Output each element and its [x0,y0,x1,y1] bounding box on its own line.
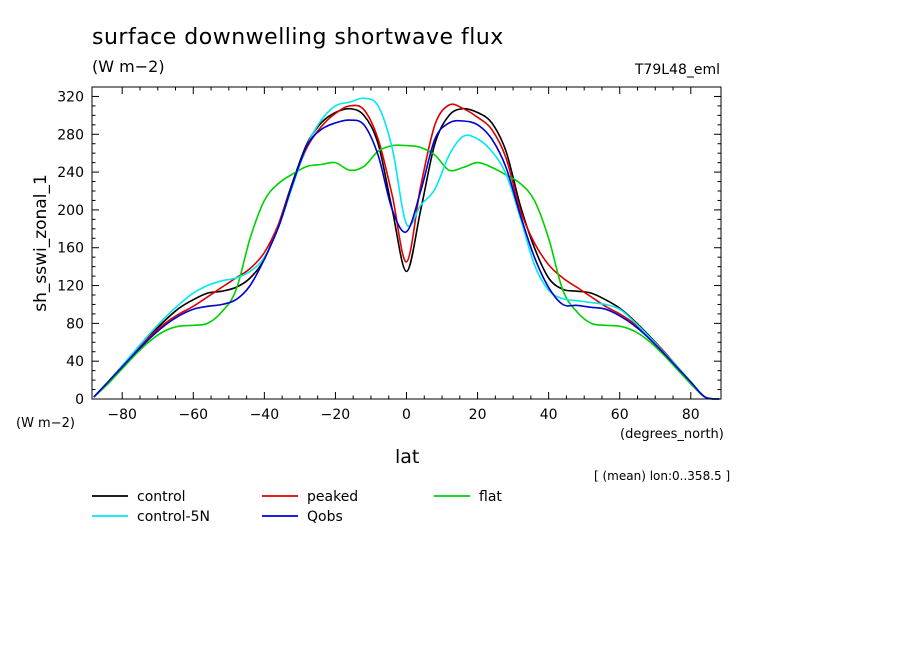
series-line-qobs [93,119,720,400]
y-tick-label: 280 [57,127,84,143]
plot-border [91,86,722,400]
series-line-peaked [93,103,720,400]
legend-label-flat: flat [479,489,502,505]
legend-label-peaked: peaked [307,489,358,505]
y-tick-label: 120 [57,279,84,295]
chart-title: surface downwelling shortwave flux [92,25,504,50]
legend-label-qobs: Qobs [307,509,343,525]
x-tick-label: −60 [179,407,209,423]
run-id: T79L48_eml [634,62,720,78]
y-tick-label: 80 [66,316,84,332]
series-line-control-5n [93,97,720,400]
legend-label-control: control [137,489,186,505]
axis-ticks [92,86,721,400]
y-tick-label: 40 [66,354,84,370]
x-tick-label: 0 [402,407,411,423]
series-line-flat [93,144,720,400]
x-tick-label: 20 [469,407,487,423]
y-axis-units: (W m−2) [16,416,75,431]
x-tick-label: −40 [250,407,280,423]
y-tick-label: 200 [57,203,84,219]
averaging-note: [ (mean) lon:0..358.5 ] [594,469,731,483]
series-lines [93,97,720,400]
legend-label-control-5n: control-5N [137,509,210,525]
tick-labels: −80 −60 −40 −20 0 20 40 60 80 0 40 80 120 160 200 240 28… [57,89,699,423]
y-tick-label: 320 [57,89,84,105]
x-tick-label: −20 [321,407,351,423]
y-tick-label: 160 [57,241,84,257]
x-tick-label: 80 [682,407,700,423]
y-tick-label: 240 [57,165,84,181]
x-tick-label: 40 [540,407,558,423]
y-tick-label: 0 [75,392,84,408]
x-tick-label: 60 [611,407,629,423]
x-axis-units: (degrees_north) [620,427,724,442]
x-tick-label: −80 [107,407,137,423]
chart-units: (W m−2) [92,57,165,76]
legend: control peaked flat control-5N Qobs [92,489,502,525]
series-line-control [93,107,720,400]
y-axis-label-group: sh_sswi_zonal_1 [31,174,51,312]
y-axis-label: sh_sswi_zonal_1 [31,174,51,312]
x-axis-label: lat [395,446,420,468]
plot-frame [91,86,722,400]
